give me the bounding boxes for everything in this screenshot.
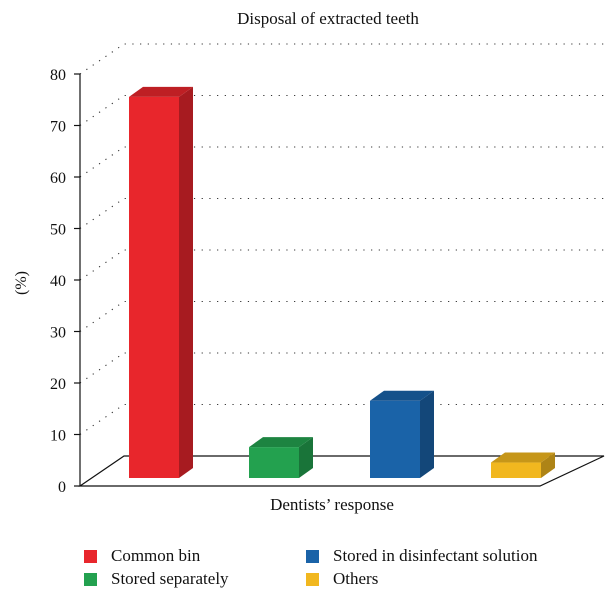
x-axis-label: Dentists’ response [270, 495, 394, 514]
legend-item-common-bin: Common bin [84, 546, 200, 566]
axis-layer: 0 10 20 30 40 50 60 70 80 [50, 67, 605, 496]
bar-1 [129, 86, 193, 479]
y-tick-label: 60 [50, 170, 66, 187]
legend-swatch-common-bin [84, 549, 97, 563]
legend-label: Common bin [111, 546, 201, 565]
y-tick-label: 0 [58, 479, 66, 496]
legend-label: Stored in disinfectant solution [333, 546, 538, 565]
legend: Common bin Stored in disinfectant soluti… [84, 546, 604, 596]
bar-side [299, 437, 313, 478]
chart-floor [78, 455, 605, 487]
bar-side [179, 86, 193, 479]
bar-2 [249, 437, 313, 478]
y-tick-label: 50 [50, 222, 66, 239]
bar-front [129, 96, 179, 479]
legend-swatch-stored-in-disinfectant-solution [306, 549, 319, 563]
bar-side [420, 390, 434, 478]
bar-front [249, 447, 299, 478]
bar-top [491, 452, 555, 463]
bar-side [541, 452, 555, 478]
legend-label: Stored separately [111, 569, 229, 588]
y-tick-label: 10 [50, 428, 66, 445]
y-tick-label: 70 [50, 119, 66, 136]
y-tick-label: 40 [50, 273, 66, 290]
legend-item-others: Others [306, 569, 378, 589]
legend-swatch-others [306, 572, 319, 586]
bar-3 [370, 390, 434, 478]
bar-layer [129, 86, 555, 479]
bar-top [129, 86, 193, 97]
legend-item-stored-separately: Stored separately [84, 569, 229, 589]
legend-label: Others [333, 569, 379, 588]
chart-title: Disposal of extracted teeth [237, 9, 419, 28]
bar-4 [491, 452, 555, 478]
y-tick-label: 20 [50, 376, 66, 393]
y-axis-label: (%) [13, 271, 30, 295]
chart: Disposal of extracted teeth 0 10 20 30 40 50 6… [13, 9, 605, 514]
gridline [79, 43, 604, 75]
bar-front [491, 462, 541, 478]
y-tick-label: 80 [50, 67, 66, 84]
bar-top [249, 437, 313, 448]
bar-front [370, 400, 420, 478]
legend-item-stored-in-disinfectant-solution: Stored in disinfectant solution [306, 546, 537, 566]
legend-swatch-stored-separately [84, 572, 97, 586]
bar-top [370, 390, 434, 401]
y-tick-label: 30 [50, 325, 66, 342]
